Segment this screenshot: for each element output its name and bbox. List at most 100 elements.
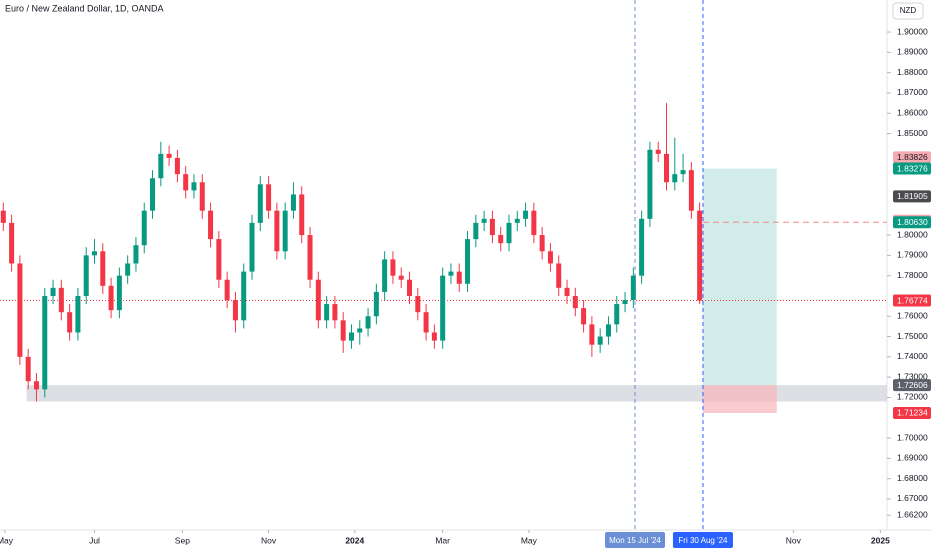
candle-body: [431, 332, 437, 341]
candle-body: [174, 157, 180, 175]
date-badge: [672, 532, 733, 548]
price-badge-label: 1.83276: [897, 163, 928, 173]
candle-body: [125, 263, 131, 276]
y-tick-label: 1.88000: [897, 67, 928, 77]
candle-body: [133, 245, 139, 264]
candle-body: [199, 182, 205, 211]
candle-body: [224, 279, 230, 301]
candle-body: [655, 149, 661, 154]
y-tick-label: 1.76000: [897, 311, 928, 321]
candle-body: [348, 332, 354, 341]
price-badge-label: 1.76774: [897, 295, 928, 305]
candle-body: [581, 308, 587, 325]
candle-body: [556, 263, 562, 288]
candle-body: [75, 295, 81, 333]
candle-body: [50, 287, 56, 296]
candle-body: [423, 312, 429, 333]
candle-body: [67, 312, 73, 333]
x-tick-label: Nov: [786, 535, 802, 545]
candle-body: [506, 222, 512, 244]
candle-body: [116, 275, 122, 311]
y-tick-label: 1.75000: [897, 331, 928, 341]
candle-body: [614, 304, 620, 325]
candle-body: [92, 251, 98, 256]
chart-title: Euro / New Zealand Dollar, 1D, OANDA: [5, 3, 164, 13]
currency-button[interactable]: [892, 2, 924, 20]
y-tick-label: 1.70000: [897, 432, 928, 442]
x-tick-label: Jul: [89, 535, 100, 545]
x-tick-label: May: [521, 535, 538, 545]
candle-body: [315, 279, 321, 321]
price-badge: [893, 162, 931, 175]
candle-body: [373, 291, 379, 317]
candle-body: [390, 259, 396, 276]
price-badge: [893, 216, 931, 229]
candle-body: [382, 259, 388, 292]
candle-body: [216, 239, 222, 280]
candle-body: [357, 328, 363, 333]
x-tick-label: Sep: [175, 535, 190, 545]
candle-body: [589, 324, 595, 345]
price-badge-label: 1.80630: [897, 217, 928, 227]
candle-body: [448, 271, 454, 276]
candle-body: [208, 210, 214, 240]
y-tick-label: 1.72000: [897, 392, 928, 402]
candle-body: [17, 263, 23, 357]
price-badge: [893, 294, 931, 307]
candle-body: [564, 287, 570, 296]
candle-body: [191, 182, 197, 191]
candle-body: [108, 285, 114, 311]
x-tick-label: 2025: [871, 535, 890, 545]
price-badge: [893, 190, 931, 203]
candle-body: [257, 184, 263, 223]
support-zone: [26, 385, 888, 402]
candle-body: [639, 218, 645, 276]
candle-body: [473, 222, 479, 240]
candle-body: [290, 194, 296, 211]
candle-body: [547, 251, 553, 264]
price-badge: [893, 406, 931, 419]
price-badge: [893, 151, 931, 164]
candle-body: [266, 184, 272, 211]
loss-zone: [702, 385, 777, 413]
price-badge-label: 1.71234: [897, 408, 928, 418]
x-tick-label: Nov: [261, 535, 277, 545]
y-tick-label: 1.73000: [897, 371, 928, 381]
candle-body: [58, 287, 64, 313]
y-tick-label: 1.69000: [897, 453, 928, 463]
profit-zone: [702, 168, 777, 386]
price-badge-label: 1.83826: [897, 152, 928, 162]
currency-label[interactable]: NZD: [900, 6, 917, 15]
candle-body: [672, 174, 678, 183]
candle-body: [539, 235, 545, 252]
candle-body: [697, 210, 703, 301]
candle-body: [332, 304, 338, 321]
candle-body: [481, 218, 487, 223]
candle-body: [299, 194, 305, 236]
price-badge-label: 1.81905: [897, 191, 928, 201]
candle-body: [523, 210, 529, 219]
candle-body: [531, 210, 537, 236]
candle-body: [407, 279, 413, 296]
x-tick-label: 2024: [345, 535, 364, 545]
candle-body: [42, 295, 48, 390]
candle-body: [25, 356, 31, 382]
candle-body: [0, 210, 6, 223]
date-badge: [604, 532, 665, 548]
candle-body: [456, 271, 462, 284]
y-tick-label: 1.68000: [897, 473, 928, 483]
candle-body: [232, 300, 238, 321]
candle-body: [100, 251, 106, 286]
candle-body: [663, 153, 669, 183]
candle-body: [166, 153, 172, 158]
candle-body: [597, 336, 603, 345]
candle-body: [141, 210, 147, 246]
date-badge-label: Mon 15 Jul '24: [609, 536, 661, 545]
candle-body: [647, 149, 653, 219]
candle-body: [572, 295, 578, 309]
candle-body: [33, 381, 39, 390]
candle-body: [307, 235, 313, 280]
candle-body: [630, 275, 636, 301]
candle-body: [183, 174, 189, 191]
candle-body: [622, 300, 628, 305]
